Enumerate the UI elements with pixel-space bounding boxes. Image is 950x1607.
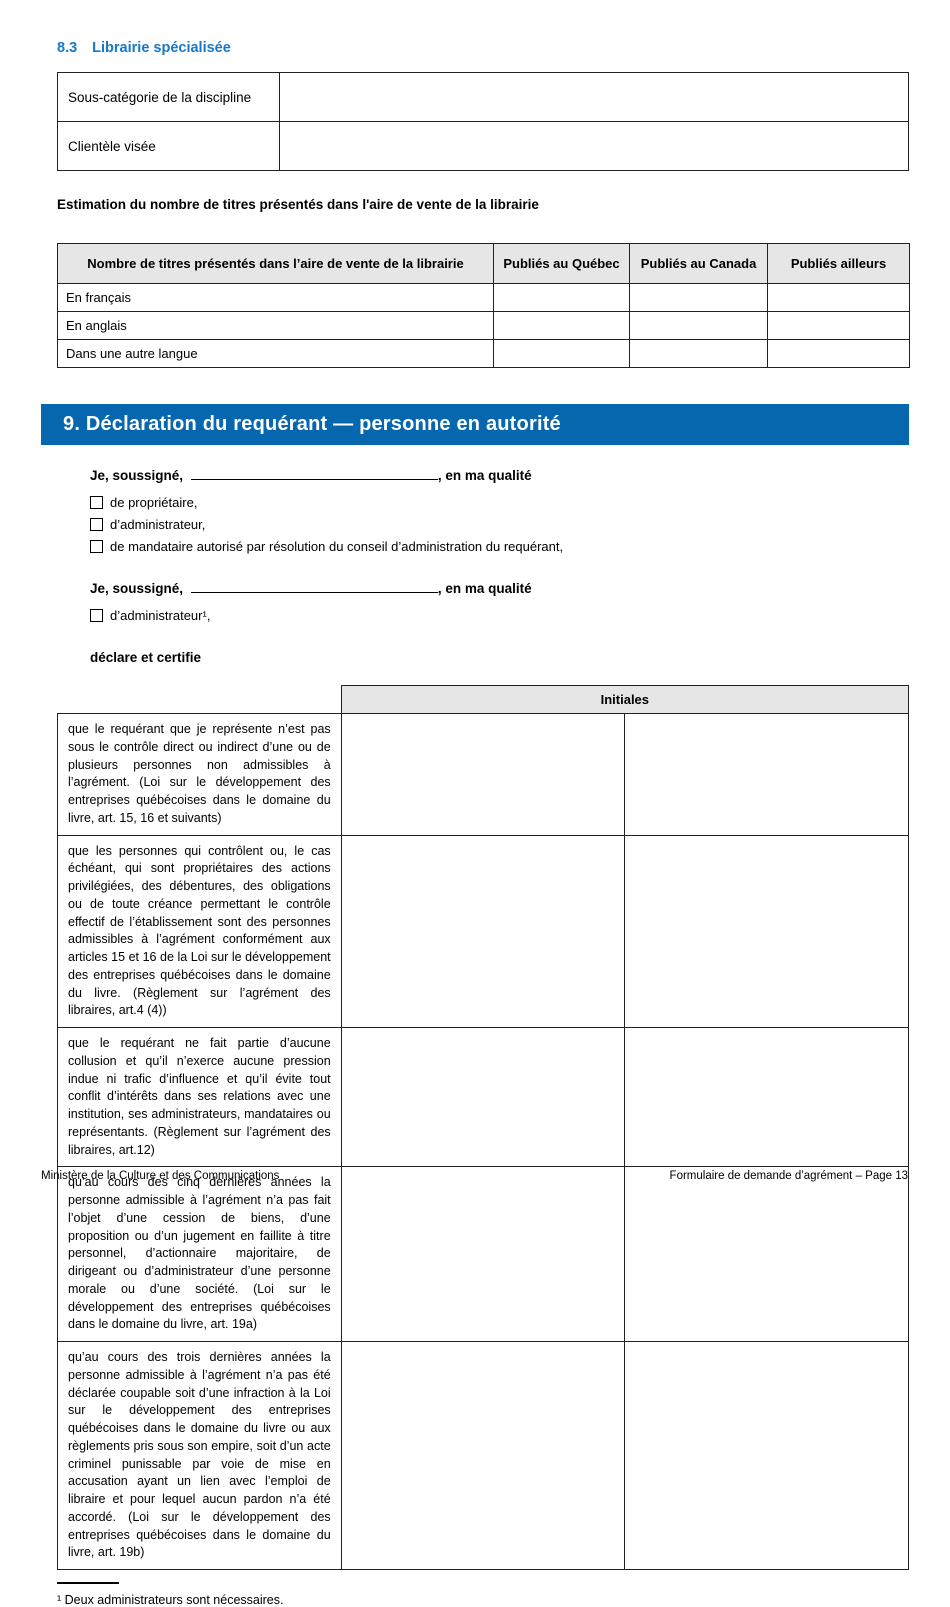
row-label-autre-langue: Dans une autre langue [57,339,494,368]
row-label-francais: En français [57,283,494,312]
page-footer: Ministère de la Culture et des Communica… [41,1170,908,1182]
option-proprietaire: de propriétaire, [90,492,909,514]
proprietaire-checkbox[interactable] [90,496,103,509]
clientele-field[interactable] [279,121,909,171]
col-header-ailleurs: Publiés ailleurs [767,243,910,284]
francais-canada-field[interactable] [629,283,768,312]
anglais-quebec-field[interactable] [493,311,630,340]
footnote-text: ¹ Deux administrateurs sont nécessaires. [57,1593,284,1607]
initials-field-4b[interactable] [624,1166,909,1342]
initials-field-1b[interactable] [624,713,909,836]
anglais-ailleurs-field[interactable] [767,311,910,340]
francais-ailleurs-field[interactable] [767,283,910,312]
declarant2-prefix: Je, soussigné, [90,581,184,596]
section-9-banner: 9. Déclaration du requérant — personne e… [41,404,909,445]
declaration-row-3: que le requérant ne fait partie d’aucune… [57,1026,909,1168]
administrateur-label: d’administrateur, [110,517,206,532]
table-row: Clientèle visée [57,121,909,171]
administrateur2-label: d’administrateur¹, [110,608,211,623]
footer-page-number: Formulaire de demande d’agrément – Page … [669,1170,908,1182]
initiales-header-row: Initiales [58,685,910,714]
initials-field-3a[interactable] [340,1026,626,1168]
option-administrateur2: d’administrateur¹, [90,605,909,627]
table-row: Dans une autre langue [57,339,910,368]
footnote: ¹ Deux administrateurs sont nécessaires. [57,1582,909,1607]
declarant1-line: Je, soussigné, , en ma qualité [90,467,909,483]
declaration-text-5: qu’au cours des trois dernières années l… [57,1341,342,1570]
autre-quebec-field[interactable] [493,339,630,368]
autre-canada-field[interactable] [629,339,768,368]
administrateur-checkbox[interactable] [90,518,103,531]
declarant1-options: de propriétaire, d’administrateur, de ma… [90,492,909,558]
col-header-canada: Publiés au Canada [629,243,768,284]
initials-field-5a[interactable] [340,1341,626,1570]
declaration-text-4: qu’au cours des cinq dernières années la… [57,1166,342,1342]
mandataire-label: de mandataire autorisé par résolution du… [110,539,564,554]
francais-quebec-field[interactable] [493,283,630,312]
initials-field-2a[interactable] [340,834,626,1028]
declaration-row-2: que les personnes qui contrôlent ou, le … [57,834,909,1028]
declaration-row-4: qu’au cours des cinq dernières années la… [57,1166,909,1342]
section-number: 8.3 [57,40,78,56]
estimation-heading: Estimation du nombre de titres présentés… [57,197,539,212]
initials-field-1a[interactable] [340,713,626,836]
titles-table: Nombre de titres présentés dans l’aire d… [57,243,910,368]
option-administrateur: d’administrateur, [90,514,909,536]
mandataire-checkbox[interactable] [90,540,103,553]
proprietaire-label: de propriétaire, [110,495,198,510]
declare-certifie-label: déclare et certifie [90,650,202,665]
subcategory-field[interactable] [279,72,909,122]
anglais-canada-field[interactable] [629,311,768,340]
declaration-row-5: qu’au cours des trois dernières années l… [57,1341,909,1570]
subcategory-label: Sous-catégorie de la discipline [57,72,280,122]
initials-field-5b[interactable] [624,1341,909,1570]
specialty-table: Sous-catégorie de la discipline Clientèl… [57,72,909,171]
administrateur2-checkbox[interactable] [90,609,103,622]
col-header-titles: Nombre de titres présentés dans l’aire d… [57,243,494,284]
autre-ailleurs-field[interactable] [767,339,910,368]
footnote-divider [57,1582,119,1584]
row-label-anglais: En anglais [57,311,494,340]
initials-field-3b[interactable] [624,1026,909,1168]
declarant2-line: Je, soussigné, , en ma qualité [90,580,909,596]
declarant1-prefix: Je, soussigné, [90,468,184,483]
section-title: Librairie spécialisée [92,40,231,56]
initials-field-2b[interactable] [624,834,909,1028]
declarant2-options: d’administrateur¹, [90,605,909,627]
table-row: En anglais [57,311,910,340]
form-page: 8.3 Librairie spécialisée Sous-catégorie … [41,40,910,1607]
declarant2-signature-field[interactable] [190,580,438,593]
declaration-text-2: que les personnes qui contrôlent ou, le … [57,834,342,1028]
declarant1-suffix: , en ma qualité [437,468,532,483]
declaration-row-1: que le requérant que je représente n’est… [57,713,909,836]
clientele-label: Clientèle visée [57,121,280,171]
table-row: Sous-catégorie de la discipline [57,72,909,122]
initials-field-4a[interactable] [340,1166,626,1342]
section-8-3-heading: 8.3 Librairie spécialisée [57,40,909,56]
declarant1-signature-field[interactable] [190,467,438,480]
declaration-text-3: que le requérant ne fait partie d’aucune… [57,1026,342,1168]
declarant2-suffix: , en ma qualité [437,581,532,596]
titles-table-header-row: Nombre de titres présentés dans l’aire d… [57,243,910,284]
declaration-block: Je, soussigné, , en ma qualité de propri… [57,467,909,665]
footer-ministry: Ministère de la Culture et des Communica… [41,1170,280,1182]
col-header-quebec: Publiés au Québec [493,243,630,284]
ghost-cell [58,686,342,714]
table-row: En français [57,283,910,312]
option-mandataire: de mandataire autorisé par résolution du… [90,536,909,558]
declaration-text-1: que le requérant que je représente n’est… [57,713,342,836]
initiales-header: Initiales [340,685,910,714]
declarations-table: Initiales que le requérant que je représ… [57,685,910,1570]
